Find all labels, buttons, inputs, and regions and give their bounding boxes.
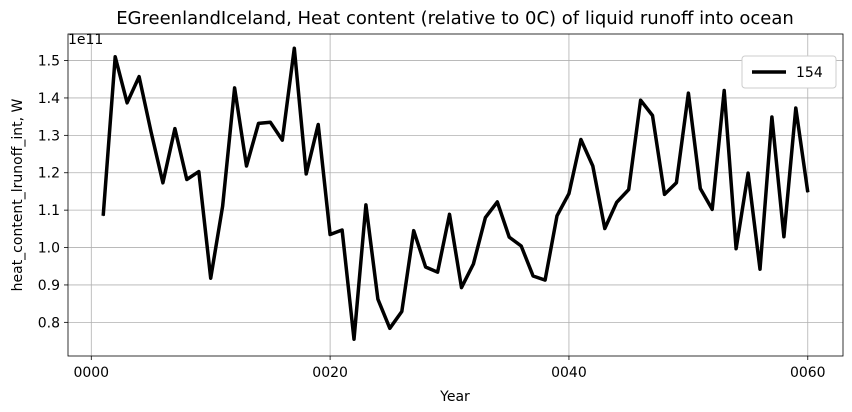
data-point: [616, 201, 618, 203]
data-point: [222, 205, 224, 207]
data-point: [592, 165, 594, 167]
y-tick-label: 0.9: [38, 278, 60, 294]
data-point: [198, 171, 200, 173]
x-tick-label: 0060: [790, 365, 826, 381]
data-point: [544, 279, 546, 281]
y-axis-label: heat_content_lrunoff_int, W: [10, 98, 26, 291]
data-point: [449, 213, 451, 215]
y-tick-label: 1.1: [38, 203, 60, 219]
x-axis-ticks: 0000 0020 0040 0060: [73, 356, 826, 381]
data-point: [365, 204, 367, 206]
data-point: [520, 245, 522, 247]
data-point: [652, 115, 654, 117]
data-point: [472, 263, 474, 265]
data-point: [293, 47, 295, 49]
data-point: [413, 230, 415, 232]
data-point: [556, 215, 558, 217]
x-axis-label: Year: [439, 389, 470, 405]
data-point: [640, 99, 642, 101]
data-point: [257, 122, 259, 124]
data-point: [687, 92, 689, 94]
y-axis-multiplier: 1e11: [68, 32, 103, 48]
data-point: [699, 187, 701, 189]
data-point: [460, 287, 462, 289]
y-tick-label: 1.5: [38, 54, 60, 70]
chart-title: EGreenlandIceland, Heat content (relativ…: [116, 8, 794, 29]
data-point: [269, 121, 271, 123]
x-tick-label: 0000: [73, 365, 109, 381]
y-tick-label: 0.8: [38, 315, 60, 331]
data-point: [174, 128, 176, 130]
data-point: [795, 107, 797, 109]
legend: 154: [741, 55, 837, 89]
data-point: [807, 191, 809, 193]
data-point: [771, 116, 773, 118]
data-point: [138, 76, 140, 78]
data-point: [484, 217, 486, 219]
data-point: [377, 298, 379, 300]
y-tick-label: 1.4: [38, 91, 60, 107]
data-point: [329, 233, 331, 235]
data-point: [568, 193, 570, 195]
data-point: [711, 208, 713, 210]
y-axis-ticks: 0.8 0.9 1.0 1.1 1.2 1.3 1.4 1.5: [38, 54, 68, 331]
y-tick-label: 1.0: [38, 241, 60, 257]
y-tick-label: 1.3: [38, 128, 60, 144]
data-point: [723, 89, 725, 91]
data-point: [102, 215, 104, 217]
data-point: [353, 338, 355, 340]
y-tick-label: 1.2: [38, 166, 60, 182]
x-tick-label: 0020: [312, 365, 348, 381]
series-line: [101, 46, 810, 341]
data-point: [234, 87, 236, 89]
data-point: [162, 182, 164, 184]
data-point: [305, 173, 307, 175]
series-layer: [101, 46, 810, 341]
data-point: [747, 172, 749, 174]
data-point: [580, 138, 582, 140]
data-point: [186, 178, 188, 180]
data-point: [150, 131, 152, 133]
data-point: [783, 236, 785, 238]
plot-area-frame: [67, 33, 844, 357]
data-point: [425, 266, 427, 268]
data-point: [663, 193, 665, 195]
data-point: [735, 248, 737, 250]
data-point: [532, 275, 534, 277]
legend-label: 154: [796, 65, 823, 81]
data-point: [675, 182, 677, 184]
data-point: [401, 310, 403, 312]
data-point: [604, 227, 606, 229]
data-point: [114, 56, 116, 58]
data-point: [389, 327, 391, 329]
data-point: [496, 201, 498, 203]
data-point: [759, 268, 761, 270]
data-point: [281, 139, 283, 141]
data-point: [317, 124, 319, 126]
data-point: [210, 277, 212, 279]
grid-lines: [68, 34, 843, 356]
data-point: [437, 271, 439, 273]
data-point: [508, 236, 510, 238]
data-point: [246, 165, 248, 167]
x-tick-label: 0040: [551, 365, 587, 381]
data-point: [341, 229, 343, 231]
data-point: [126, 102, 128, 104]
legend-box: [741, 55, 837, 89]
data-point: [628, 189, 630, 191]
